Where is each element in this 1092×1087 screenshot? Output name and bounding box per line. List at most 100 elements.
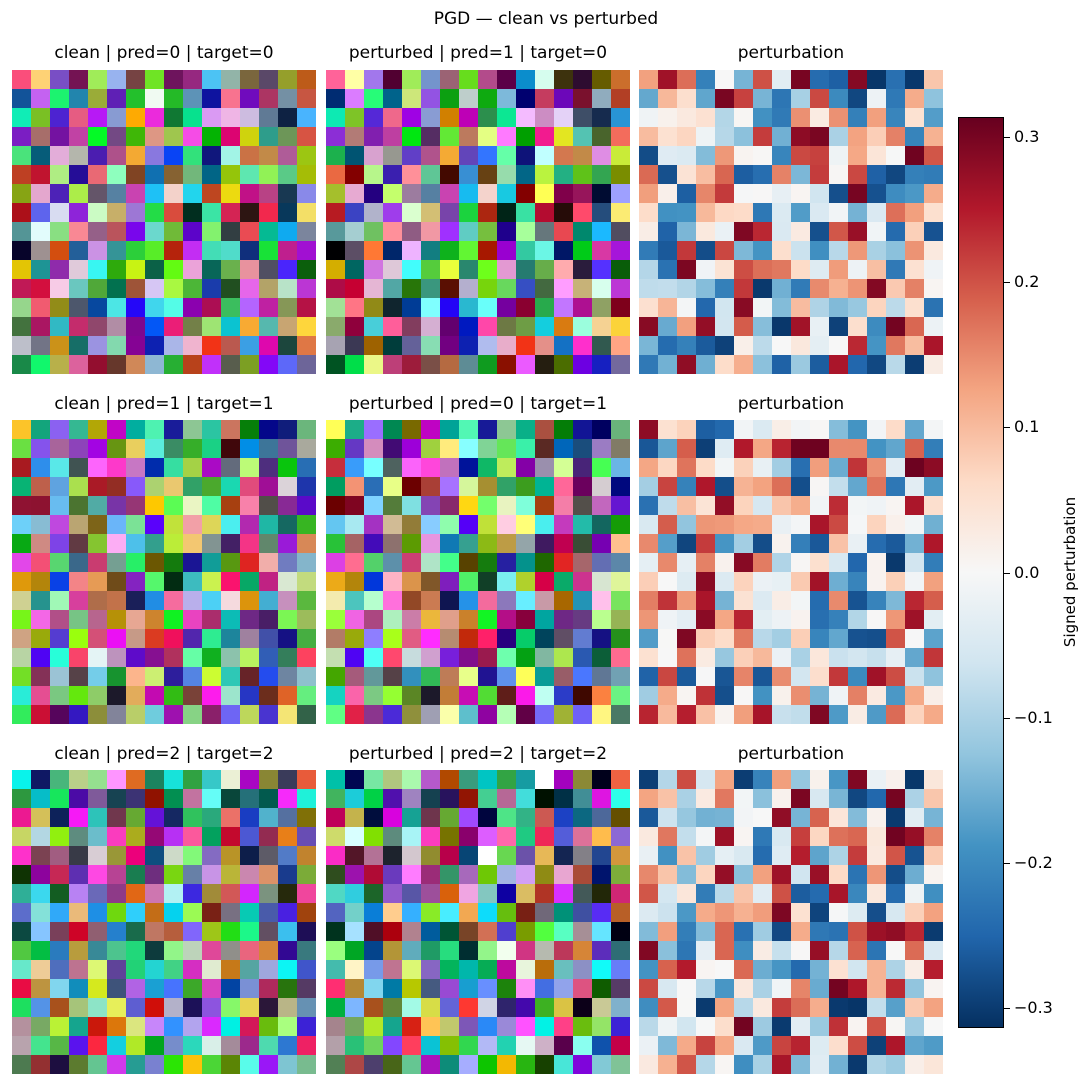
- perturbation-cell: [905, 279, 925, 299]
- clean-pixel: [31, 70, 51, 90]
- perturbation-cell: [810, 705, 830, 724]
- perturbation-cell: [867, 827, 887, 847]
- perturbed-pixel: [554, 1055, 574, 1074]
- clean-pixel: [183, 298, 203, 318]
- perturbed-pixel: [364, 808, 384, 828]
- perturbation-cell: [867, 941, 887, 961]
- perturbed-pixel: [478, 184, 498, 204]
- perturbation-cell: [924, 865, 943, 885]
- clean-pixel: [107, 420, 127, 440]
- clean-pixel: [50, 355, 70, 374]
- perturbation-cell: [639, 108, 659, 128]
- perturbation-cell: [734, 865, 754, 885]
- clean-pixel: [50, 686, 70, 706]
- clean-pixel: [221, 572, 241, 592]
- perturbed-pixel: [440, 298, 460, 318]
- perturbed-pixel: [535, 515, 555, 535]
- perturbation-cell: [734, 260, 754, 280]
- clean-pixel: [145, 1017, 165, 1037]
- perturbed-pixel: [592, 420, 612, 440]
- perturbed-pixel: [535, 903, 555, 923]
- perturbed-pixel: [345, 279, 365, 299]
- clean-pixel: [145, 298, 165, 318]
- perturbation-cell: [791, 808, 811, 828]
- clean-pixel: [12, 808, 32, 828]
- perturbation-cell: [829, 770, 849, 790]
- perturbation-cell: [905, 979, 925, 999]
- clean-pixel: [278, 477, 298, 497]
- perturbation-cell: [867, 496, 887, 516]
- clean-pixel: [88, 705, 108, 724]
- clean-pixel: [202, 629, 222, 649]
- perturbed-pixel: [573, 534, 593, 554]
- clean-pixel: [12, 515, 32, 535]
- clean-pixel: [297, 165, 316, 185]
- perturbation-cell: [658, 865, 678, 885]
- clean-pixel: [202, 515, 222, 535]
- perturbation-cell: [772, 960, 792, 980]
- perturbed-pixel: [364, 439, 384, 459]
- perturbation-cell: [734, 534, 754, 554]
- perturbation-cell: [924, 241, 943, 261]
- clean-pixel: [278, 941, 298, 961]
- perturbation-cell: [791, 146, 811, 166]
- perturbation-cell: [810, 629, 830, 649]
- clean-pixel: [69, 355, 89, 374]
- clean-pixel: [240, 979, 260, 999]
- perturbation-cell: [886, 884, 906, 904]
- clean-pixel: [88, 922, 108, 942]
- perturbed-pixel: [345, 998, 365, 1018]
- clean-pixel: [278, 534, 298, 554]
- perturbed-pixel: [497, 648, 517, 668]
- perturbation-cell: [753, 610, 773, 630]
- clean-pixel: [297, 770, 316, 790]
- perturbation-cell: [734, 203, 754, 223]
- clean-pixel: [240, 903, 260, 923]
- clean-pixel: [202, 165, 222, 185]
- perturbation-cell: [753, 941, 773, 961]
- clean-pixel: [88, 1055, 108, 1074]
- perturbed-pixel: [383, 591, 403, 611]
- clean-pixel: [240, 298, 260, 318]
- perturbation-cell: [791, 260, 811, 280]
- perturbed-pixel: [459, 979, 479, 999]
- perturbation-cell: [924, 89, 943, 109]
- perturbation-cell: [791, 960, 811, 980]
- perturbed-pixel: [421, 534, 441, 554]
- clean-pixel: [202, 458, 222, 478]
- clean-pixel: [50, 165, 70, 185]
- perturbation-cell: [886, 355, 906, 374]
- perturbed-pixel: [535, 279, 555, 299]
- perturbed-pixel: [345, 591, 365, 611]
- clean-pixel: [126, 789, 146, 809]
- clean-pixel: [164, 903, 184, 923]
- perturbed-pixel: [383, 222, 403, 242]
- perturbation-cell: [886, 572, 906, 592]
- clean-pixel: [107, 1017, 127, 1037]
- perturbed-pixel: [326, 1017, 346, 1037]
- clean-pixel: [278, 203, 298, 223]
- perturbation-cell: [715, 222, 735, 242]
- clean-pixel: [145, 979, 165, 999]
- perturbed-pixel: [421, 941, 441, 961]
- clean-pixel: [278, 903, 298, 923]
- perturbation-cell: [639, 317, 659, 337]
- clean-pixel: [297, 279, 316, 299]
- perturbation-cell: [753, 108, 773, 128]
- perturbed-pixel: [611, 667, 630, 687]
- perturbation-cell: [867, 420, 887, 440]
- clean-pixel: [31, 298, 51, 318]
- perturbation-cell: [867, 1017, 887, 1037]
- perturbation-cell: [905, 70, 925, 90]
- clean-pixel: [31, 165, 51, 185]
- perturbed-pixel: [478, 241, 498, 261]
- perturbation-cell: [924, 184, 943, 204]
- clean-pixel: [164, 355, 184, 374]
- clean-pixel: [107, 477, 127, 497]
- perturbed-pixel: [345, 458, 365, 478]
- perturbation-cell: [791, 127, 811, 147]
- perturbed-pixel: [516, 241, 536, 261]
- perturbation-cell: [677, 496, 697, 516]
- clean-pixel: [31, 108, 51, 128]
- clean-pixel: [50, 903, 70, 923]
